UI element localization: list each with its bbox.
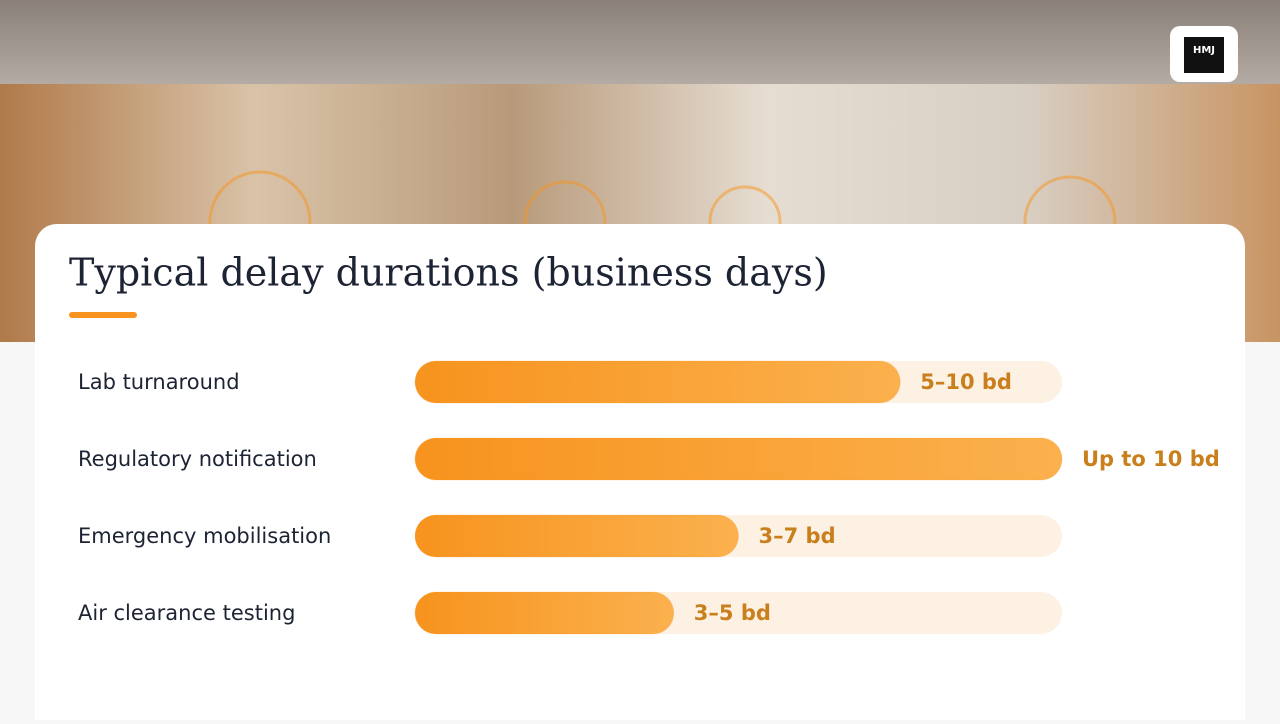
logo xyxy=(1184,37,1224,73)
bar xyxy=(414,514,739,558)
chart-title: Typical delay durations (business days) xyxy=(69,251,828,295)
bar xyxy=(414,437,1063,481)
value-label: 3–7 bd xyxy=(759,524,836,548)
category-label: Air clearance testing xyxy=(78,601,295,625)
value-label: 5–10 bd xyxy=(920,370,1012,394)
category-label: Regulatory notification xyxy=(78,447,317,471)
category-label: Emergency mobilisation xyxy=(78,524,331,548)
category-label: Lab turnaround xyxy=(78,370,240,394)
value-label: 3–5 bd xyxy=(694,601,771,625)
header-band xyxy=(0,0,1280,84)
bar xyxy=(414,591,675,635)
value-label: Up to 10 bd xyxy=(1082,447,1220,471)
title-underline xyxy=(69,312,137,318)
bar xyxy=(414,360,901,404)
logo-text: HMJ xyxy=(1193,45,1215,56)
